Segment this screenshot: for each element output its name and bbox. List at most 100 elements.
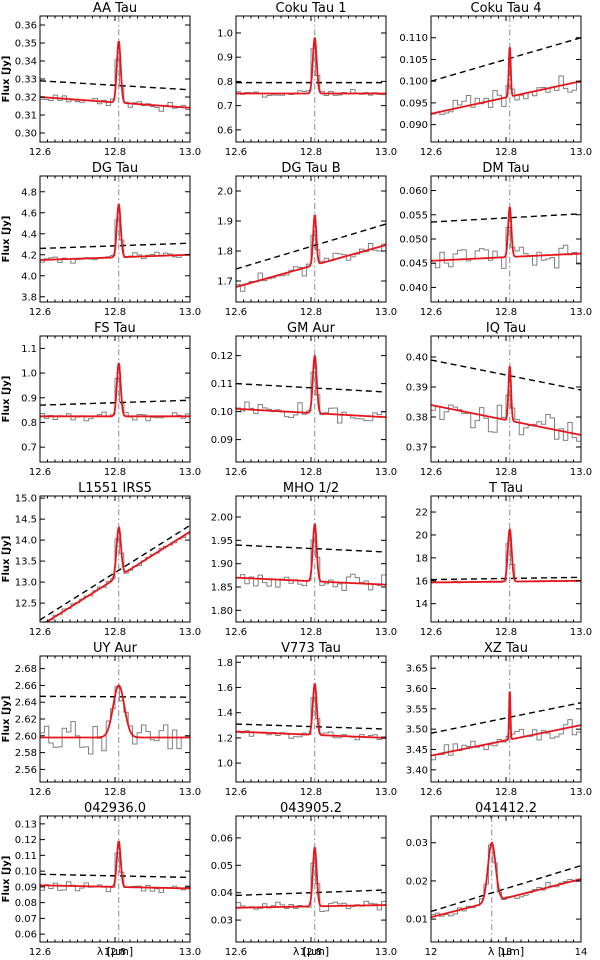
xtick-label: 12.8 [495, 147, 517, 158]
ytick-label: 3.45 [406, 745, 428, 756]
xtick-label: 12.6 [225, 947, 247, 958]
series-data [236, 371, 386, 424]
axes-frame [430, 655, 582, 783]
panel-title: 041412.2 [475, 801, 537, 816]
ytick-label: 1.8 [217, 247, 233, 258]
plot-area [40, 496, 190, 622]
panel-16: 043905.2 0.03 0.04 0.05 0.06 12.6 12.8 13.0 λ [μ… [211, 801, 397, 958]
panel-title: L1551 IRS5 [78, 481, 152, 496]
ytick-label: 0.8 [217, 77, 233, 88]
plot-area [40, 176, 190, 302]
xtick-label: 13.0 [570, 147, 592, 158]
panel-title: Coku Tau 4 [471, 1, 542, 16]
panel-10: MHO 1/2 1.80 1.85 1.90 1.95 2.00 12.6 12.8 13.0 [211, 481, 397, 638]
ytick-label: 3.55 [406, 704, 428, 715]
plot-area [236, 336, 386, 462]
ytick-label: 4.0 [21, 271, 37, 282]
panel-title: Coku Tau 1 [276, 1, 347, 16]
ytick-label: 0.110 [399, 33, 428, 44]
ytick-label: 0.055 [399, 210, 428, 221]
ytick-label: 13.0 [15, 578, 37, 589]
panel-11: T Tau 14 16 18 20 22 12.6 12.8 13.0 [415, 481, 592, 638]
panel-14: XZ Tau 3.40 3.45 3.50 3.55 3.60 3.65 12.6 12.8 13… [406, 641, 592, 798]
y-axis-label: Flux [Jy] [1, 536, 12, 583]
ytick-label: 0.13 [15, 819, 37, 830]
ytick-label: 0.7 [217, 101, 233, 112]
xtick-label: 12.6 [29, 467, 51, 478]
panel-title: GM Aur [287, 321, 336, 336]
ytick-label: 0.36 [15, 21, 37, 32]
ytick-label: 3.50 [406, 725, 428, 736]
panel-5: DM Tau 0.040 0.045 0.050 0.055 0.060 12.6 12.8 1… [399, 161, 592, 318]
panel-title: UY Aur [93, 641, 138, 656]
ytick-label: 0.11 [211, 379, 233, 390]
xtick-label: 12.6 [420, 467, 442, 478]
plot-area [40, 16, 190, 142]
panel-9: L1551 IRS5 12.5 13.0 13.5 14.0 14.5 15.0 12.6 12… [1, 481, 201, 638]
ytick-label: 1.0 [217, 759, 233, 770]
series-model [236, 523, 386, 586]
series-model [431, 691, 581, 757]
ytick-label: 0.9 [21, 393, 37, 404]
series-model [431, 528, 581, 584]
panel-title: AA Tau [93, 1, 137, 16]
ytick-label: 1.4 [217, 708, 233, 719]
xtick-label: 12.6 [225, 627, 247, 638]
series-model [236, 355, 386, 419]
ytick-label: 0.34 [15, 57, 37, 68]
ytick-label: 0.06 [15, 930, 37, 941]
xtick-label: 13.0 [179, 467, 201, 478]
ytick-label: 0.12 [15, 835, 37, 846]
ytick-label: 2.00 [211, 513, 233, 524]
plot-area [236, 656, 386, 782]
panel-6: FS Tau 0.7 0.8 0.9 1.0 1.1 12.6 12.8 13.0 Flux [J… [1, 321, 201, 478]
ytick-label: 1.1 [21, 344, 37, 355]
ytick-label: 0.32 [15, 93, 37, 104]
plot-area [236, 176, 386, 302]
series-continuum [431, 702, 581, 734]
series-data [236, 234, 386, 292]
y-axis-label: Flux [Jy] [1, 696, 12, 743]
ytick-label: 0.050 [399, 235, 428, 246]
ytick-label: 0.040 [399, 283, 428, 294]
panel-title: 043905.2 [280, 801, 342, 816]
panel-title: IQ Tau [486, 321, 526, 336]
ytick-label: 3.60 [406, 684, 428, 695]
ytick-label: 2.66 [15, 681, 37, 692]
ytick-label: 0.11 [15, 851, 37, 862]
xtick-label: 12.8 [104, 147, 126, 158]
xtick-label: 12.8 [495, 307, 517, 318]
series-continuum [236, 382, 386, 393]
x-axis-label: λ [μm] [293, 945, 329, 958]
ytick-label: 0.060 [399, 186, 428, 197]
ytick-label: 0.02 [406, 876, 428, 887]
ytick-label: 0.7 [21, 443, 37, 454]
panel-12: UY Aur 2.56 2.58 2.60 2.62 2.64 2.66 2.68 12.6 12… [1, 641, 201, 798]
series-continuum [431, 213, 581, 223]
ytick-label: 0.04 [211, 888, 233, 899]
x-axis-label: λ [μm] [97, 945, 133, 958]
series-model [40, 203, 190, 261]
panel-17: 041412.2 0.01 0.02 0.03 12 13 14 λ [μm] [406, 801, 588, 958]
xtick-label: 12.8 [495, 467, 517, 478]
plot-area [236, 816, 386, 942]
xtick-label: 13.0 [375, 147, 397, 158]
series-model [236, 37, 386, 95]
series-data [236, 539, 386, 591]
xtick-label: 12.6 [225, 307, 247, 318]
xtick-label: 12.8 [300, 627, 322, 638]
series-model [431, 841, 581, 919]
plot-area [431, 656, 581, 782]
xtick-label: 13.0 [375, 947, 397, 958]
plot-area [431, 336, 581, 462]
ytick-label: 4.8 [21, 187, 37, 198]
ytick-label: 0.10 [15, 867, 37, 878]
ytick-label: 1.80 [211, 606, 233, 617]
series-model [40, 840, 190, 890]
xtick-label: 13.0 [375, 307, 397, 318]
xtick-label: 13.0 [570, 307, 592, 318]
xtick-label: 13.0 [375, 627, 397, 638]
ytick-label: 1.0 [21, 369, 37, 380]
panel-title: XZ Tau [484, 641, 528, 656]
axes-frame [430, 815, 582, 943]
